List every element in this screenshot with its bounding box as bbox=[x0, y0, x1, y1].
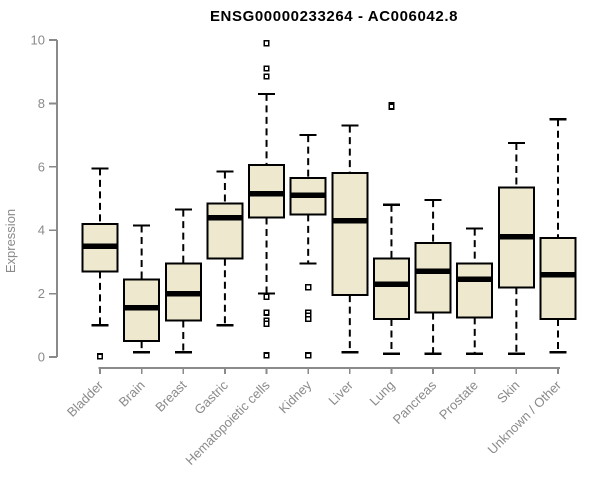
box-breast bbox=[164, 208, 202, 354]
outlier-point bbox=[263, 293, 270, 300]
box-brain bbox=[123, 224, 161, 354]
box-hematopoietic-cells bbox=[248, 39, 286, 359]
outlier-point bbox=[263, 65, 270, 72]
outlier-point bbox=[388, 103, 395, 110]
outlier-point bbox=[263, 39, 270, 47]
iqr-box bbox=[456, 262, 494, 319]
iqr-box bbox=[372, 257, 410, 320]
chart-title: ENSG00000233264 - AC006042.8 bbox=[210, 8, 458, 25]
iqr-box bbox=[539, 237, 577, 320]
outlier-point bbox=[304, 284, 312, 291]
y-axis-tick-label: 6 bbox=[38, 159, 45, 174]
x-axis-category-label: Unknown / Other bbox=[485, 377, 565, 457]
outlier-point bbox=[304, 315, 312, 323]
x-axis-category-label: Liver bbox=[325, 377, 356, 408]
x-axis-category-label: Prostate bbox=[436, 378, 481, 423]
x-axis-category-label: Skin bbox=[494, 378, 522, 406]
outlier-point bbox=[263, 352, 270, 359]
box-prostate bbox=[456, 227, 494, 355]
y-axis-tick-label: 8 bbox=[38, 96, 45, 111]
box-lung bbox=[372, 101, 410, 355]
box-kidney bbox=[289, 134, 327, 359]
outlier-point bbox=[96, 353, 104, 360]
x-axis-category-label: Gastric bbox=[191, 377, 231, 417]
box-skin bbox=[497, 141, 535, 355]
y-axis-tick-label: 4 bbox=[38, 223, 45, 238]
y-axis-label: Expression bbox=[3, 209, 18, 273]
y-axis-tick-label: 10 bbox=[31, 33, 45, 48]
box-pancreas bbox=[414, 198, 452, 355]
outlier-point bbox=[263, 320, 270, 327]
x-axis-category-label: Bladder bbox=[64, 377, 107, 420]
x-axis-category-label: Pancreas bbox=[390, 377, 440, 427]
box-liver bbox=[331, 124, 369, 354]
iqr-box bbox=[206, 202, 244, 260]
outlier-point bbox=[263, 309, 270, 316]
x-axis-category-label: Breast bbox=[152, 377, 189, 414]
x-axis-category-label: Brain bbox=[116, 378, 148, 410]
box-unknown-other bbox=[539, 118, 577, 354]
y-axis-tick-label: 2 bbox=[38, 286, 45, 301]
box-gastric bbox=[206, 170, 244, 327]
iqr-box bbox=[414, 241, 452, 314]
box-bladder bbox=[81, 167, 119, 360]
y-axis-tick-label: 0 bbox=[38, 350, 45, 365]
iqr-box bbox=[331, 172, 369, 297]
x-axis-category-label: Lung bbox=[367, 378, 398, 409]
outlier-point bbox=[263, 73, 270, 80]
boxes-layer bbox=[81, 39, 577, 360]
outlier-point bbox=[304, 352, 312, 359]
x-axis-category-label: Kidney bbox=[276, 377, 315, 416]
